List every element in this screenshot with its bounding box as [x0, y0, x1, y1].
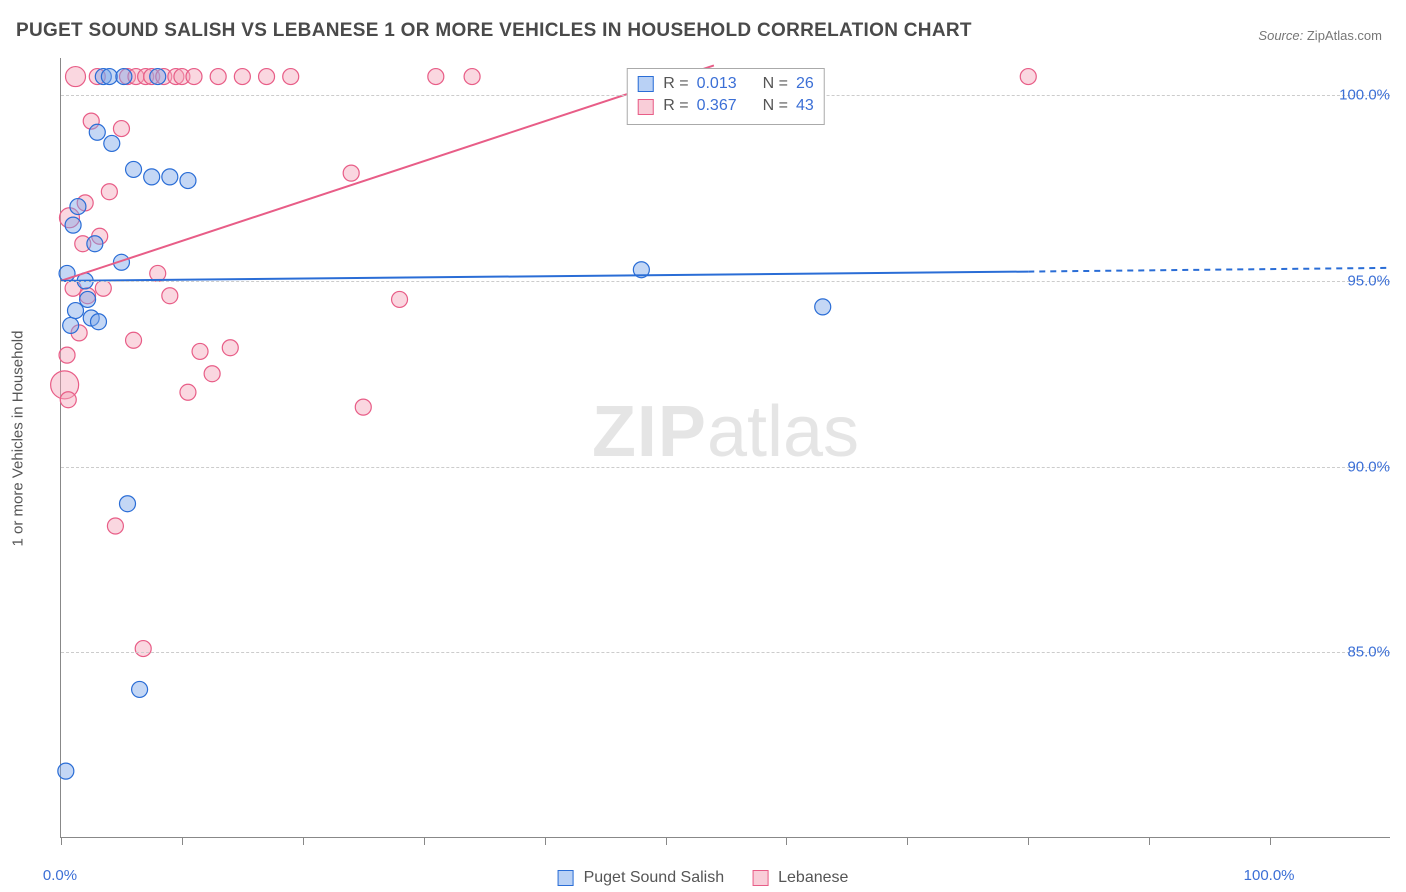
data-point — [204, 366, 220, 382]
x-tick — [1270, 837, 1271, 845]
correlation-legend: R = 0.013 N = 26 R = 0.367 N = 43 — [626, 68, 825, 125]
legend-swatch — [637, 99, 653, 115]
x-tick-label: 100.0% — [1244, 867, 1295, 884]
source-attribution: Source: ZipAtlas.com — [1258, 28, 1382, 43]
y-tick-label: 95.0% — [1347, 272, 1390, 289]
data-point — [162, 288, 178, 304]
data-point — [65, 217, 81, 233]
data-point — [234, 69, 250, 85]
data-point — [144, 169, 160, 185]
data-point — [60, 392, 76, 408]
data-point — [180, 173, 196, 189]
r-label: R = — [663, 73, 688, 95]
series-legend-label: Lebanese — [778, 869, 848, 887]
x-tick — [907, 837, 908, 845]
x-tick — [61, 837, 62, 845]
series-legend: Puget Sound Salish Lebanese — [558, 869, 849, 887]
r-value: 0.013 — [697, 73, 737, 95]
data-point — [464, 69, 480, 85]
n-value: 43 — [796, 95, 814, 117]
n-value: 26 — [796, 73, 814, 95]
x-tick-label: 0.0% — [43, 867, 77, 884]
n-label: N = — [763, 95, 788, 117]
data-point — [116, 69, 132, 85]
data-point — [132, 681, 148, 697]
x-tick — [1028, 837, 1029, 845]
x-tick — [786, 837, 787, 845]
x-tick — [545, 837, 546, 845]
data-point — [104, 135, 120, 151]
source-value: ZipAtlas.com — [1307, 28, 1382, 43]
trend-line-series1 — [61, 272, 1028, 281]
source-label: Source: — [1258, 28, 1303, 43]
data-point — [126, 332, 142, 348]
data-point — [135, 641, 151, 657]
r-label: R = — [663, 95, 688, 117]
data-point — [1020, 69, 1036, 85]
data-point — [87, 236, 103, 252]
series-legend-item: Puget Sound Salish — [558, 869, 725, 887]
data-point — [186, 69, 202, 85]
data-point — [113, 121, 129, 137]
data-point — [343, 165, 359, 181]
data-point — [150, 69, 166, 85]
y-tick-label: 90.0% — [1347, 458, 1390, 475]
data-point — [259, 69, 275, 85]
y-axis-label: 1 or more Vehicles in Household — [10, 331, 27, 547]
data-point — [63, 317, 79, 333]
data-point — [192, 343, 208, 359]
data-point — [428, 69, 444, 85]
data-point — [101, 184, 117, 200]
data-point — [180, 384, 196, 400]
gridline — [61, 467, 1390, 468]
chart-title: PUGET SOUND SALISH VS LEBANESE 1 OR MORE… — [16, 20, 972, 42]
data-point — [90, 314, 106, 330]
x-tick — [666, 837, 667, 845]
legend-swatch — [558, 870, 574, 886]
plot-area: ZIPatlas R =0.013N =26R =0.367N =43 — [60, 58, 1390, 838]
gridline — [61, 281, 1390, 282]
y-tick-label: 100.0% — [1339, 87, 1390, 104]
data-point — [283, 69, 299, 85]
data-point — [95, 280, 111, 296]
x-tick — [182, 837, 183, 845]
x-tick — [1149, 837, 1150, 845]
data-point — [101, 69, 117, 85]
legend-swatch — [637, 76, 653, 92]
stat-legend-row: R = 0.367 N = 43 — [637, 95, 814, 117]
r-value: 0.367 — [697, 95, 737, 117]
data-point — [66, 67, 86, 87]
data-point — [355, 399, 371, 415]
data-point — [815, 299, 831, 315]
legend-swatch — [752, 870, 768, 886]
data-point — [222, 340, 238, 356]
data-point — [162, 169, 178, 185]
stat-legend-row: R = 0.013 N = 26 — [637, 73, 814, 95]
y-tick-label: 85.0% — [1347, 644, 1390, 661]
data-point — [126, 161, 142, 177]
data-point — [120, 496, 136, 512]
chart-svg — [61, 58, 1390, 837]
data-point — [58, 763, 74, 779]
series-legend-item: Lebanese — [752, 869, 848, 887]
x-tick — [424, 837, 425, 845]
data-point — [70, 199, 86, 215]
data-point — [89, 124, 105, 140]
series-legend-label: Puget Sound Salish — [584, 869, 725, 887]
data-point — [107, 518, 123, 534]
gridline — [61, 652, 1390, 653]
x-tick — [303, 837, 304, 845]
data-point — [210, 69, 226, 85]
n-label: N = — [763, 73, 788, 95]
data-point — [80, 291, 96, 307]
trend-line-series1-extrap — [1028, 268, 1391, 272]
data-point — [59, 347, 75, 363]
data-point — [392, 291, 408, 307]
